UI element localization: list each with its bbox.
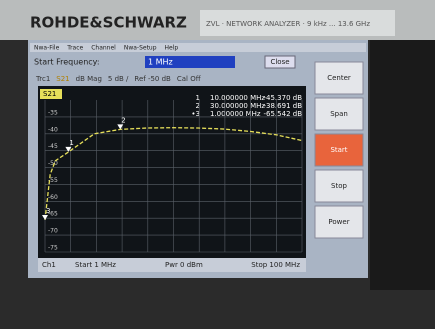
softkey-label[interactable]: Span <box>330 110 348 118</box>
marker-label: 3 <box>46 207 50 215</box>
softkey-label[interactable]: Center <box>327 74 351 82</box>
y-tick-label: -60 <box>48 194 58 201</box>
marker-level: -45.370 dB <box>264 94 303 102</box>
menu-item[interactable]: Help <box>165 45 179 52</box>
screenshot: ROHDE&SCHWARZ ZVL · NETWORK ANALYZER · 9… <box>0 0 435 329</box>
softkey-label[interactable]: Stop <box>331 182 347 190</box>
trace-info: Cal Off <box>177 75 201 83</box>
trace-info: dB Mag <box>76 75 102 83</box>
menu-item[interactable]: Nwa-File <box>34 45 60 52</box>
trace-info: S21 <box>56 75 69 83</box>
menu-item[interactable]: Trace <box>66 45 83 52</box>
hard-keys <box>370 40 435 290</box>
trace-info: Ref -50 dB <box>134 75 171 83</box>
y-tick-label: -70 <box>48 228 58 235</box>
footer-channel: Ch1 <box>42 261 56 269</box>
y-tick-label: -35 <box>48 109 58 116</box>
marker-level: -38.691 dB <box>264 102 303 110</box>
footer-start: Start 1 MHz <box>75 261 116 269</box>
footer-power: Pwr 0 dBm <box>165 261 203 269</box>
chart-title: S21 <box>43 90 56 98</box>
brand: ROHDE&SCHWARZ <box>30 14 187 32</box>
marker-label: 1 <box>69 139 73 147</box>
menu-item[interactable]: Nwa-Setup <box>124 45 157 52</box>
model: ZVL · NETWORK ANALYZER · 9 kHz ... 13.6 … <box>206 20 370 28</box>
marker-freq: 30.000000 MHz <box>210 102 265 110</box>
y-tick-label: -75 <box>48 245 58 252</box>
trace-info: Trc1 <box>35 75 50 83</box>
entry-label: Start Frequency: <box>34 58 100 67</box>
y-tick-label: -45 <box>48 143 58 150</box>
menu-item[interactable]: Channel <box>91 45 116 52</box>
softkey-label[interactable]: Start <box>330 146 347 154</box>
footer-stop: Stop 100 MHz <box>251 261 300 269</box>
softkey-label[interactable]: Power <box>328 218 349 226</box>
entry-value[interactable]: 1 MHz <box>148 58 173 67</box>
trace-info: 5 dB / <box>108 75 129 83</box>
marker-freq: 10.000000 MHz <box>210 94 265 102</box>
marker-label: 2 <box>121 116 125 124</box>
close-label[interactable]: Close <box>270 58 289 66</box>
y-tick-label: -40 <box>48 126 58 133</box>
